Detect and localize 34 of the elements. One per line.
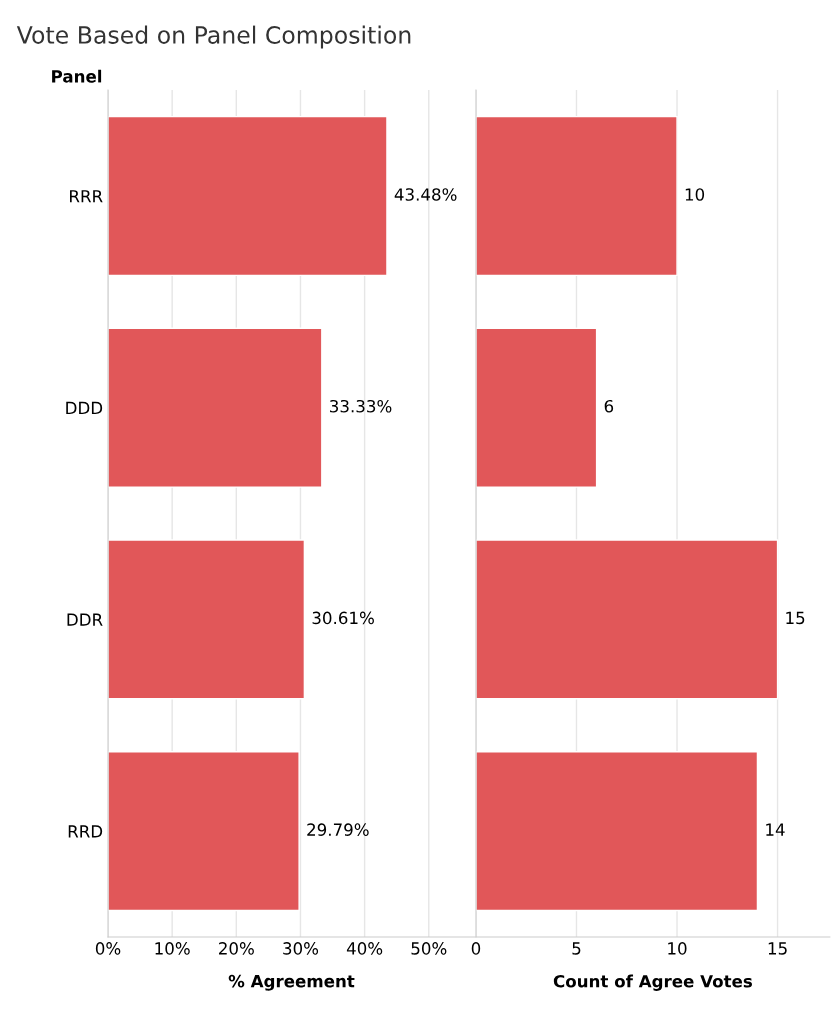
x-tick-label: 10	[668, 942, 687, 955]
bar	[475, 327, 598, 488]
data-label: 10	[685, 188, 705, 201]
data-label: 30.61%	[312, 611, 374, 625]
y-tick-label: DDR	[67, 613, 103, 626]
bar	[475, 751, 759, 912]
x-tick-label: 30%	[283, 942, 319, 955]
x-tick-label: 5	[572, 942, 581, 955]
y-tick-label: RRR	[70, 190, 103, 203]
data-label: 15	[786, 611, 805, 625]
x-tick-label: 0	[471, 942, 481, 955]
bar	[108, 327, 323, 488]
y-tick-label: DDD	[66, 401, 103, 415]
chart-title: Vote Based on Panel Composition	[16, 25, 411, 49]
bar	[108, 539, 306, 700]
data-label: 14	[766, 823, 785, 836]
bar	[108, 115, 388, 277]
x-tick-label: 0%	[95, 942, 121, 955]
x-tick-label: 20%	[219, 942, 254, 955]
x-tick-label: 10%	[155, 942, 190, 955]
y-axis-title: Panel	[52, 69, 102, 83]
data-label: 6	[604, 399, 614, 413]
x-axis-title: Count of Agree Votes	[553, 974, 752, 991]
y-tick-label: RRD	[68, 825, 103, 838]
data-label: 43.48%	[394, 188, 457, 201]
x-tick-label: 50%	[411, 942, 447, 955]
x-tick-label: 15	[768, 942, 787, 955]
x-axis-title: % Agreement	[228, 974, 355, 991]
x-tick-label: 40%	[346, 942, 383, 955]
bar	[475, 115, 678, 277]
data-label: 29.79%	[307, 823, 369, 836]
bar	[108, 751, 300, 912]
bar	[475, 539, 779, 700]
data-label: 33.33%	[330, 399, 392, 413]
